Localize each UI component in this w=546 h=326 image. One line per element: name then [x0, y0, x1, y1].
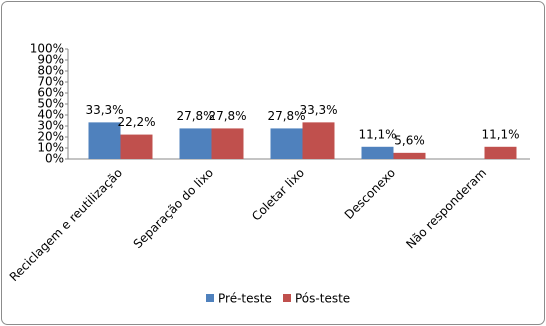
y-tick-label: 40% [37, 108, 64, 122]
value-label: 33,3% [85, 103, 123, 117]
legend-swatch [206, 294, 214, 302]
value-label: 27,8% [267, 109, 305, 123]
value-label: 5,6% [394, 133, 425, 147]
y-tick-label: 60% [37, 86, 64, 100]
value-label: 27,8% [208, 109, 246, 123]
y-tick-label: 100% [30, 42, 64, 56]
y-tick-label: 20% [37, 130, 64, 144]
value-label: 11,1% [481, 127, 519, 141]
value-label: 11,1% [358, 127, 396, 141]
legend-label: Pós-teste [295, 292, 350, 306]
bar [211, 128, 244, 159]
bar [120, 134, 153, 159]
value-label: 27,8% [176, 109, 214, 123]
y-tick-label: 80% [37, 64, 64, 78]
legend-swatch [283, 294, 291, 302]
y-tick-label: 50% [37, 97, 64, 111]
bar [393, 152, 426, 159]
value-label: 33,3% [299, 103, 337, 117]
legend-label: Pré-teste [218, 292, 272, 306]
bar [179, 128, 212, 159]
bar [484, 146, 517, 159]
y-tick-label: 70% [37, 75, 64, 89]
y-tick-label: 90% [37, 53, 64, 67]
y-tick-label: 10% [37, 141, 64, 155]
bar [361, 146, 394, 159]
bar [302, 122, 335, 159]
bar [88, 122, 121, 159]
y-tick-label: 0% [45, 152, 64, 166]
y-tick-label: 30% [37, 119, 64, 133]
bar [270, 128, 303, 159]
value-label: 22,2% [117, 115, 155, 129]
